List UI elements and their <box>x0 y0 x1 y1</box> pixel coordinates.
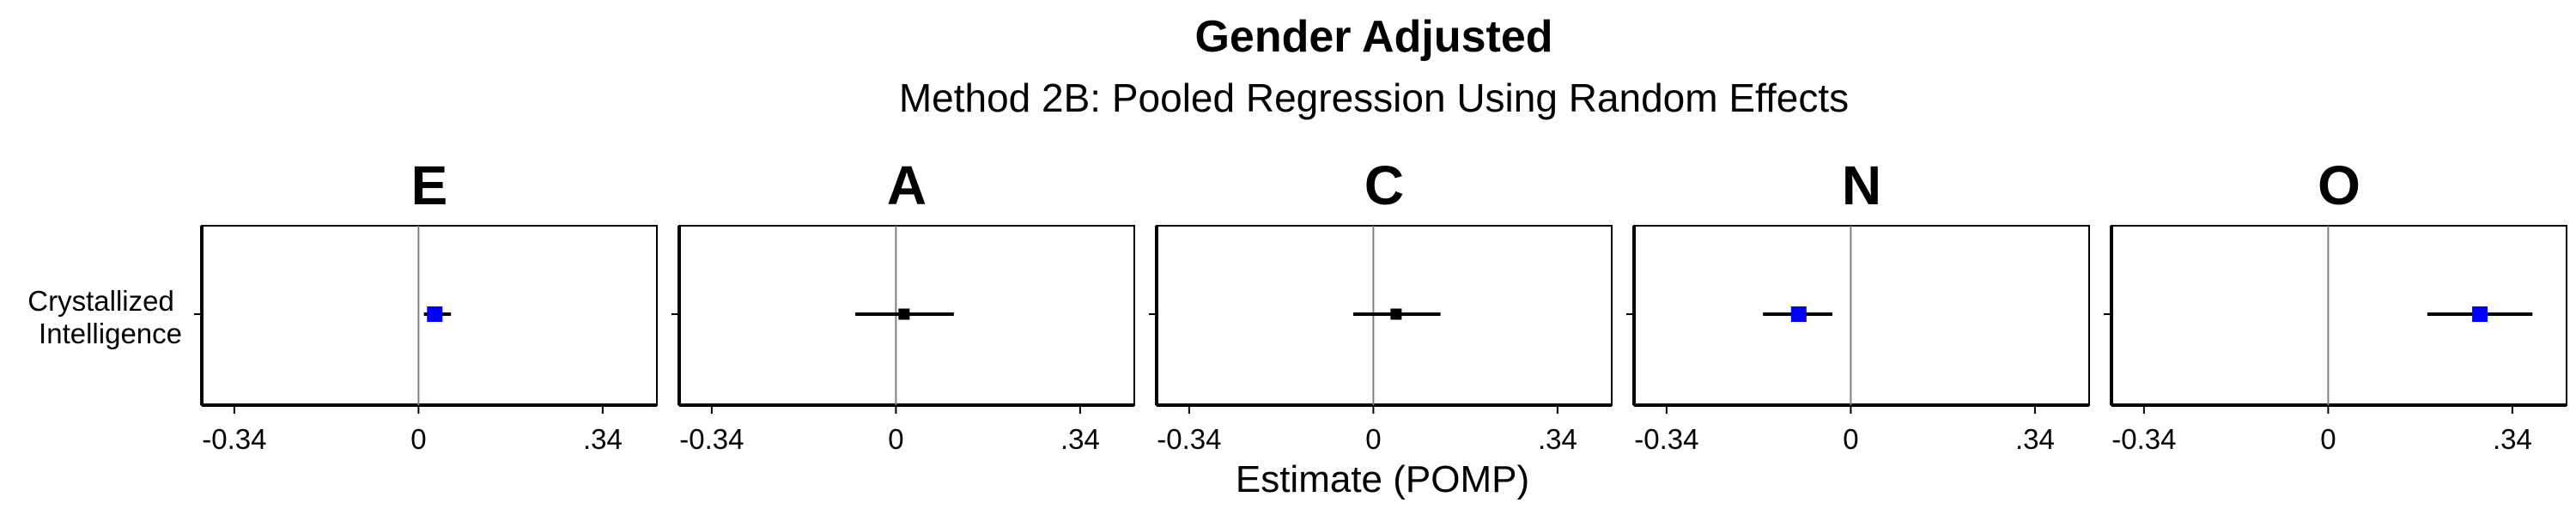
point-estimate-a <box>898 308 910 320</box>
x-tick-label-a-1: 0 <box>888 423 903 455</box>
facet-label-n: N <box>1842 154 1881 216</box>
facet-panels: E -0.34 0 .34 A -0.34 0 .34 C -0.34 0 .34 N -0.34 0 .34… <box>194 154 2567 455</box>
facet-label-a: A <box>887 154 927 216</box>
x-tick-label-e-2: .34 <box>583 423 623 455</box>
x-tick-label-o-1: 0 <box>2320 423 2336 455</box>
x-tick-label-o-0: -0.34 <box>2111 423 2176 455</box>
panel-e: E -0.34 0 .34 <box>194 154 658 455</box>
x-tick-label-n-2: .34 <box>2015 423 2055 455</box>
row-label-line-2: Intelligence <box>39 318 182 349</box>
x-tick-label-a-2: .34 <box>1060 423 1100 455</box>
x-tick-label-c-1: 0 <box>1365 423 1381 455</box>
x-tick-label-n-0: -0.34 <box>1634 423 1698 455</box>
panel-c: C -0.34 0 .34 <box>1149 154 1613 455</box>
facet-label-e: E <box>411 154 448 216</box>
x-tick-label-e-1: 0 <box>410 423 426 455</box>
facet-label-o: O <box>2318 154 2360 216</box>
facet-label-c: C <box>1364 154 1404 216</box>
x-tick-label-a-0: -0.34 <box>679 423 744 455</box>
x-tick-label-n-1: 0 <box>1843 423 1858 455</box>
panel-n: N -0.34 0 .34 <box>1626 154 2090 455</box>
chart-subtitle: Method 2B: Pooled Regression Using Rando… <box>899 76 1849 120</box>
x-axis-label: Estimate (POMP) <box>1236 458 1529 500</box>
row-label-line-1: Crystallized <box>27 285 174 317</box>
x-tick-label-c-2: .34 <box>1538 423 1577 455</box>
point-estimate-c <box>1390 308 1402 320</box>
x-tick-label-o-2: .34 <box>2493 423 2532 455</box>
panel-a: A -0.34 0 .34 <box>671 154 1135 455</box>
x-tick-label-c-0: -0.34 <box>1157 423 1221 455</box>
point-estimate-o <box>2472 306 2488 322</box>
panel-o: O -0.34 0 .34 <box>2104 154 2567 455</box>
panel-frame-n <box>1633 225 2090 406</box>
point-estimate-e <box>427 306 443 322</box>
row-label: Crystallized Intelligence <box>27 285 182 349</box>
x-tick-label-e-0: -0.34 <box>202 423 266 455</box>
chart-title: Gender Adjusted <box>1194 12 1552 62</box>
point-estimate-n <box>1790 306 1807 322</box>
